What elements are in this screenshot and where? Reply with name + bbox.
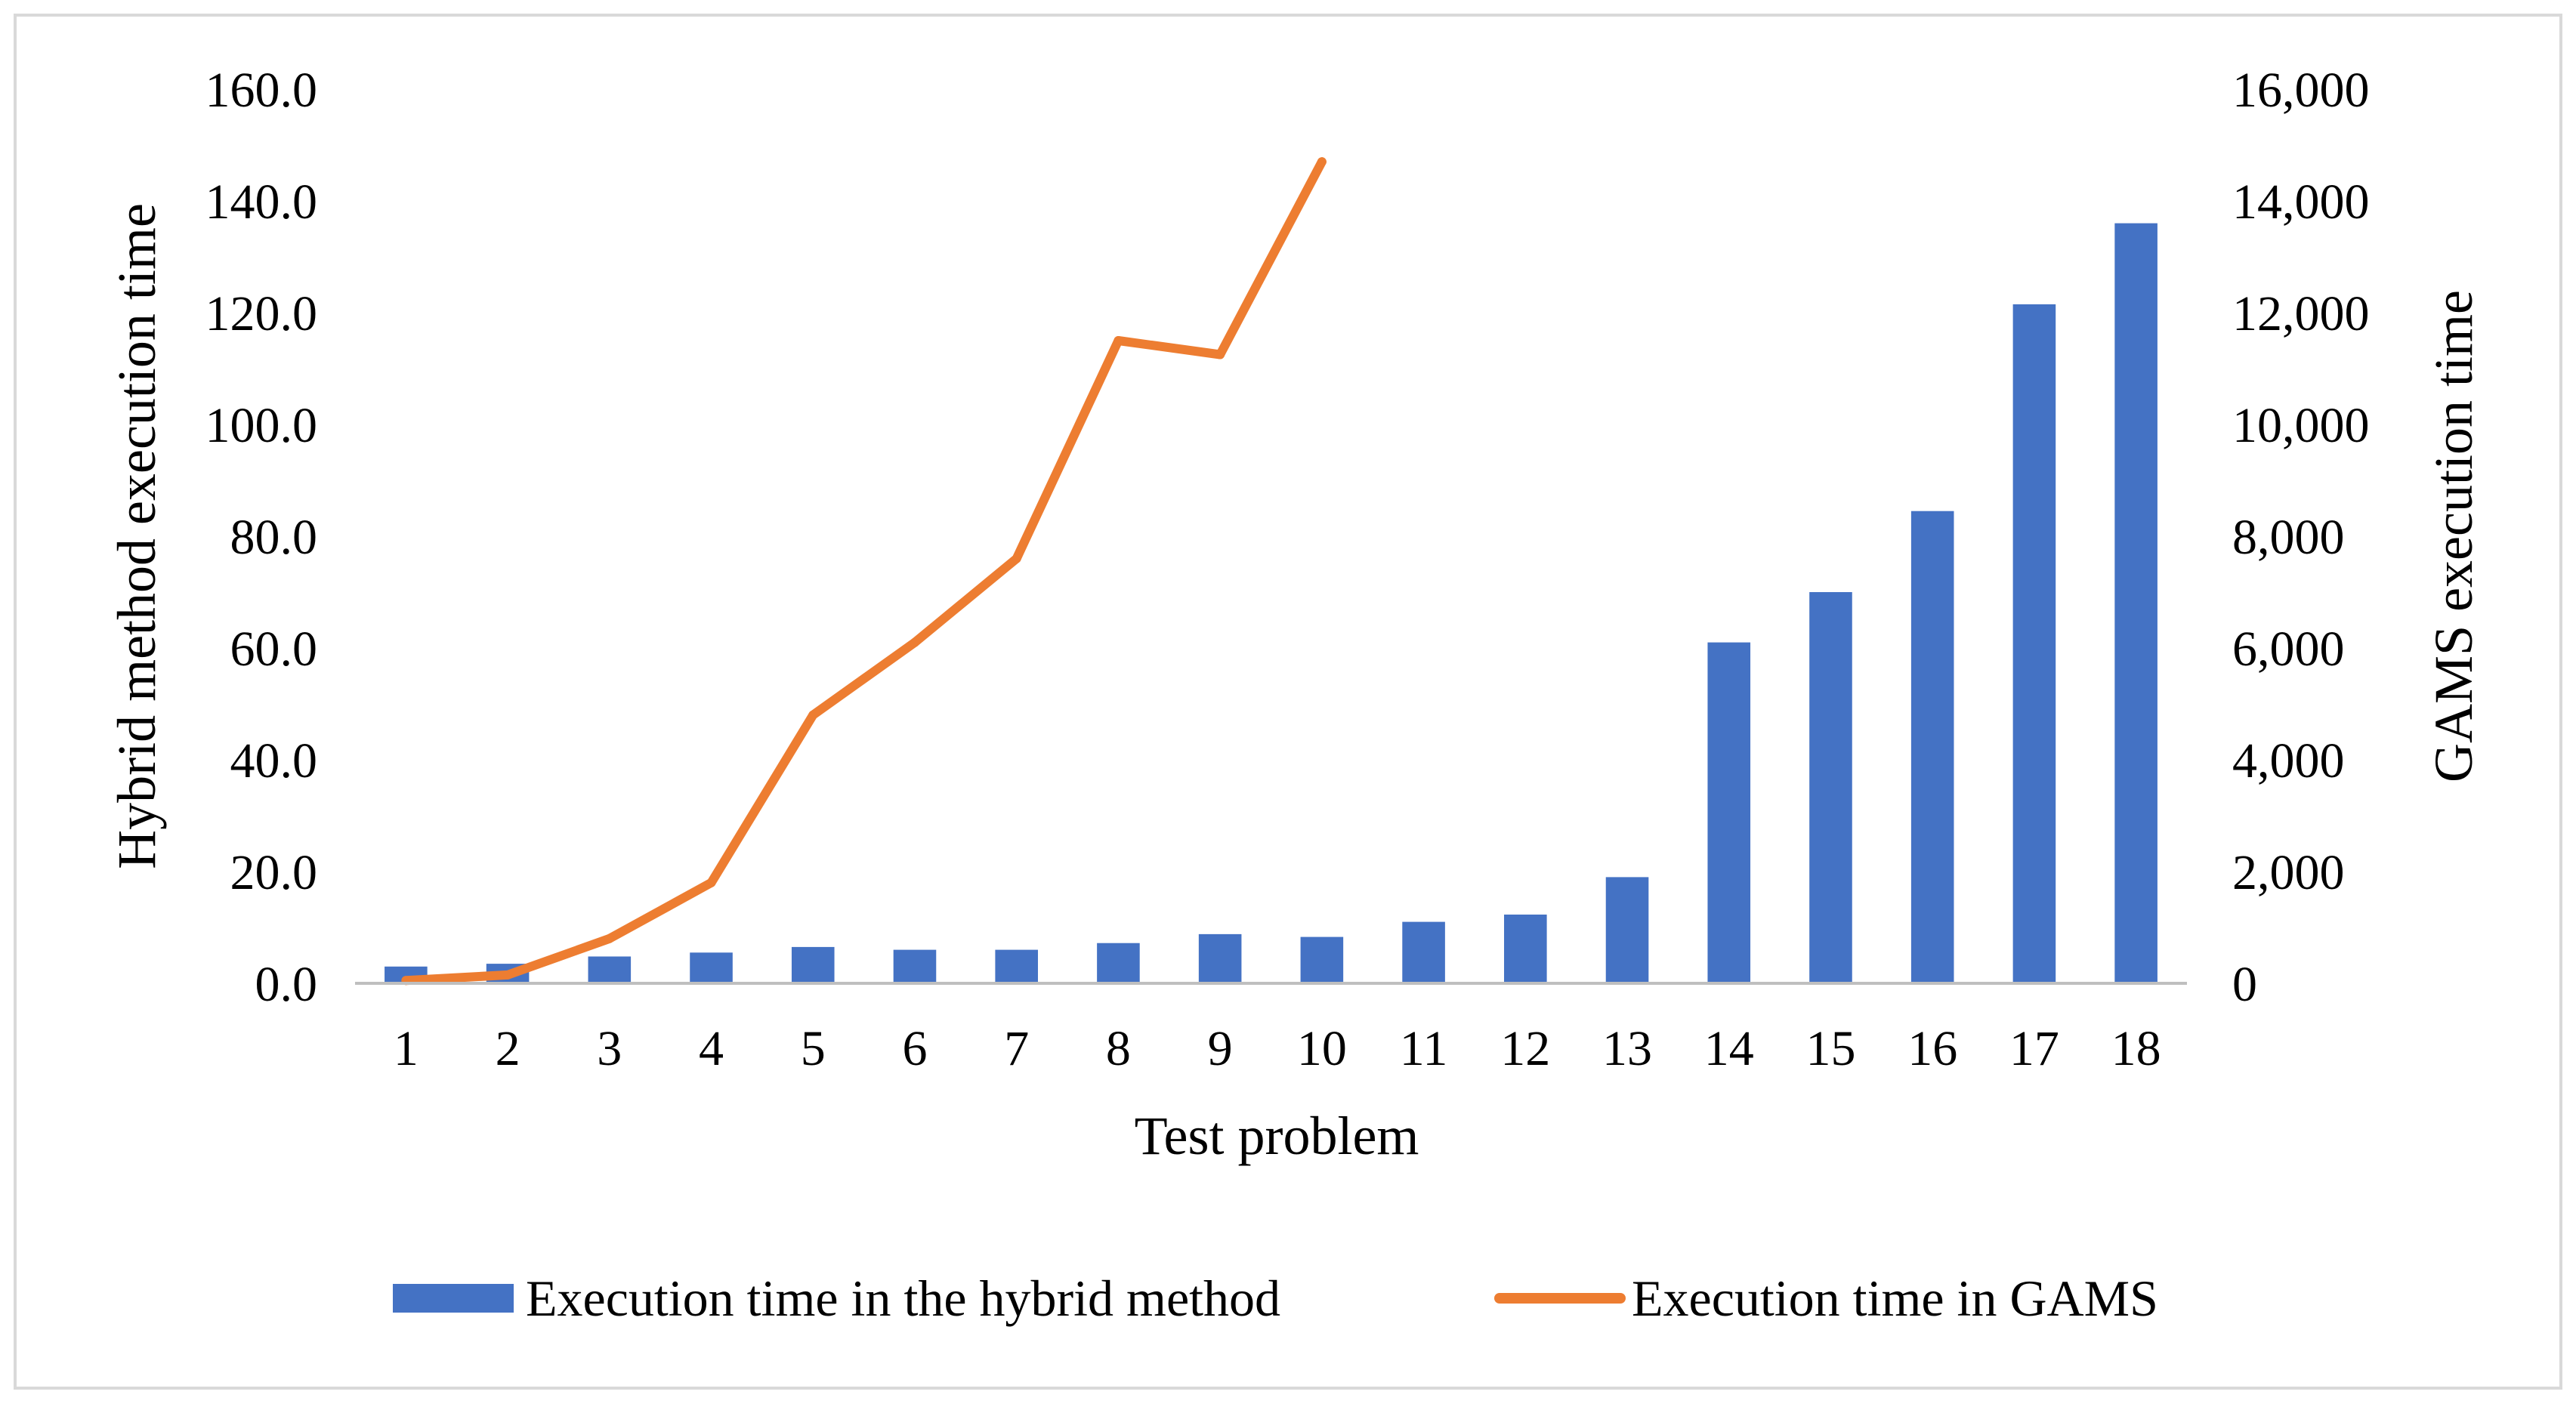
y-tick-label: 20.0 bbox=[230, 845, 318, 900]
y2-tick-label: 2,000 bbox=[2232, 845, 2345, 900]
y2-tick-label: 8,000 bbox=[2232, 510, 2345, 565]
legend-label-line: Execution time in GAMS bbox=[1632, 1270, 2158, 1327]
x-tick-label: 1 bbox=[394, 1021, 419, 1076]
y-tick-label: 140.0 bbox=[205, 174, 318, 230]
legend-label-bar: Execution time in the hybrid method bbox=[526, 1270, 1280, 1327]
bar-8 bbox=[1097, 943, 1140, 983]
y2-axis-title: GAMS execution time bbox=[2423, 290, 2484, 782]
x-tick-label: 3 bbox=[597, 1021, 622, 1076]
gams-point-10 bbox=[1317, 157, 1327, 167]
x-tick-label: 16 bbox=[1907, 1021, 1957, 1076]
bars-layer bbox=[385, 223, 2157, 984]
y2-axis-ticks: 0 2,000 4,000 6,000 8,000 10,000 12,000 14,000 1… bbox=[2232, 63, 2370, 1012]
y-axis-title: Hybrid method execution time bbox=[107, 203, 167, 869]
x-tick-label: 2 bbox=[496, 1021, 520, 1076]
y-tick-label: 0.0 bbox=[255, 957, 318, 1012]
bar-17 bbox=[2012, 304, 2056, 983]
gams-point-7 bbox=[1012, 554, 1021, 563]
y2-tick-label: 10,000 bbox=[2232, 398, 2370, 453]
gams-point-9 bbox=[1215, 350, 1225, 359]
bar-9 bbox=[1198, 933, 1242, 983]
x-tick-label: 6 bbox=[902, 1021, 927, 1076]
y2-tick-label: 4,000 bbox=[2232, 733, 2345, 788]
bar-3 bbox=[588, 956, 632, 983]
bar-16 bbox=[1910, 511, 1954, 983]
y-tick-label: 160.0 bbox=[205, 63, 318, 118]
y-tick-label: 40.0 bbox=[230, 733, 318, 788]
x-tick-label: 13 bbox=[1602, 1021, 1652, 1076]
bar-13 bbox=[1605, 877, 1649, 983]
x-tick-label: 14 bbox=[1704, 1021, 1754, 1076]
x-tick-label: 4 bbox=[699, 1021, 724, 1076]
y2-tick-label: 0 bbox=[2232, 957, 2257, 1012]
gams-point-4 bbox=[706, 878, 716, 887]
x-tick-label: 9 bbox=[1208, 1021, 1233, 1076]
gams-series-line bbox=[401, 157, 1327, 986]
x-tick-label: 15 bbox=[1805, 1021, 1855, 1076]
gams-point-5 bbox=[808, 710, 818, 720]
y-tick-label: 120.0 bbox=[205, 286, 318, 341]
y2-tick-label: 12,000 bbox=[2232, 286, 2370, 341]
x-tick-label: 8 bbox=[1106, 1021, 1131, 1076]
x-tick-label: 12 bbox=[1500, 1021, 1550, 1076]
legend-swatch-bar bbox=[393, 1284, 514, 1313]
bar-18 bbox=[2114, 223, 2157, 984]
x-axis-ticks: 1 2 3 4 5 6 7 8 9 10 11 12 13 14 15 16 17 18 bbox=[394, 1021, 2161, 1076]
y-tick-label: 60.0 bbox=[230, 622, 318, 677]
y-axis-ticks: 0.0 20.0 40.0 60.0 80.0 100.0 120.0 140.0 160.0 bbox=[205, 63, 318, 1012]
bar-15 bbox=[1809, 592, 1852, 983]
gams-point-2 bbox=[503, 970, 513, 980]
y2-tick-label: 14,000 bbox=[2232, 174, 2370, 230]
x-axis-title: Test problem bbox=[1135, 1106, 1419, 1166]
line-layer bbox=[401, 157, 1327, 986]
bar-7 bbox=[995, 949, 1038, 983]
legend: Execution time in the hybrid method Exec… bbox=[393, 1270, 2158, 1327]
bar-6 bbox=[893, 949, 937, 983]
x-tick-label: 5 bbox=[801, 1021, 826, 1076]
y-tick-label: 100.0 bbox=[205, 398, 318, 453]
x-tick-label: 17 bbox=[2009, 1021, 2059, 1076]
bar-11 bbox=[1402, 921, 1445, 983]
y-tick-label: 80.0 bbox=[230, 510, 318, 565]
x-tick-label: 10 bbox=[1297, 1021, 1347, 1076]
gams-point-8 bbox=[1113, 336, 1123, 345]
x-tick-label: 7 bbox=[1004, 1021, 1029, 1076]
gams-point-3 bbox=[604, 933, 614, 943]
gams-point-6 bbox=[910, 637, 919, 647]
y2-tick-label: 16,000 bbox=[2232, 63, 2370, 118]
bar-5 bbox=[791, 946, 835, 983]
x-tick-label: 11 bbox=[1400, 1021, 1448, 1076]
x-tick-label: 18 bbox=[2111, 1021, 2161, 1076]
y2-tick-label: 6,000 bbox=[2232, 622, 2345, 677]
bar-12 bbox=[1504, 914, 1547, 983]
bar-10 bbox=[1300, 936, 1344, 983]
bar-14 bbox=[1707, 642, 1751, 983]
bar-4 bbox=[690, 952, 733, 983]
